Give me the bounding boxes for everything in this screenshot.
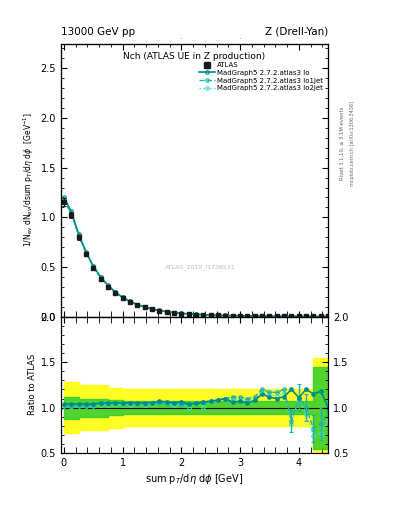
Text: Rivet 3.1.10, ≥ 3.1M events: Rivet 3.1.10, ≥ 3.1M events — [340, 106, 345, 180]
Text: 13000 GeV pp: 13000 GeV pp — [61, 27, 135, 37]
Y-axis label: 1/N$_{\rm ev}$ dN$_{\rm ev}$/dsum p$_T$/d$\eta$ d$\phi$  [GeV$^{-1}$]: 1/N$_{\rm ev}$ dN$_{\rm ev}$/dsum p$_T$/… — [22, 113, 37, 247]
Text: Z (Drell-Yan): Z (Drell-Yan) — [265, 27, 328, 37]
Y-axis label: Ratio to ATLAS: Ratio to ATLAS — [28, 354, 37, 415]
Legend: ATLAS, MadGraph5 2.7.2.atlas3 lo, MadGraph5 2.7.2.atlas3 lo1jet, MadGraph5 2.7.2: ATLAS, MadGraph5 2.7.2.atlas3 lo, MadGra… — [198, 60, 325, 93]
Text: ATLAS_2019_I1736531: ATLAS_2019_I1736531 — [165, 265, 235, 270]
X-axis label: sum p$_T$/d$\eta$ d$\phi$ [GeV]: sum p$_T$/d$\eta$ d$\phi$ [GeV] — [145, 472, 244, 486]
Text: Nch (ATLAS UE in Z production): Nch (ATLAS UE in Z production) — [123, 52, 266, 61]
Text: mcplots.cern.ch [arXiv:1306.3436]: mcplots.cern.ch [arXiv:1306.3436] — [350, 101, 355, 186]
